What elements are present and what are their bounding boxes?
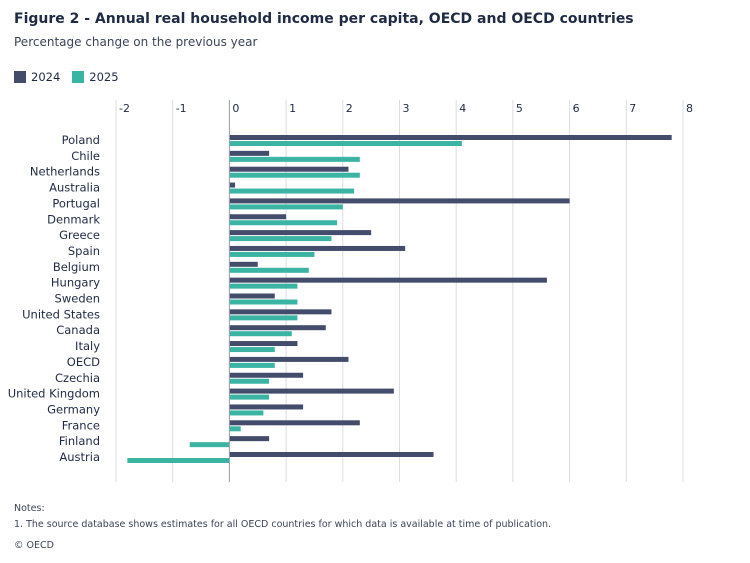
category-label: Canada xyxy=(56,323,100,337)
bar-2024 xyxy=(229,182,236,188)
category-label: Spain xyxy=(68,244,100,258)
bar-2025 xyxy=(229,347,275,353)
bar-2024 xyxy=(229,420,360,426)
bar-2024 xyxy=(229,404,304,410)
x-tick-label: 7 xyxy=(629,102,636,115)
category-label: Greece xyxy=(59,228,100,242)
bar-2024 xyxy=(229,230,372,236)
x-tick-label: 5 xyxy=(516,102,523,115)
bar-2025 xyxy=(229,236,332,242)
chart-title: Figure 2 - Annual real household income … xyxy=(14,11,634,27)
bar-2024 xyxy=(229,325,326,331)
bar-2024 xyxy=(229,372,304,378)
category-label: Australia xyxy=(49,181,100,195)
x-tick-label: 1 xyxy=(289,102,296,115)
legend-label-2025: 2025 xyxy=(89,70,119,84)
category-label: Hungary xyxy=(51,276,100,290)
legend-swatch-2024 xyxy=(14,71,26,83)
bar-2024 xyxy=(229,341,298,347)
category-label: Poland xyxy=(62,133,100,147)
bar-2024 xyxy=(229,356,349,362)
category-label: Czechia xyxy=(55,371,100,385)
bar-2024 xyxy=(229,261,258,267)
bar-2025 xyxy=(229,394,270,400)
copyright: © OECD xyxy=(14,540,54,551)
legend-item-2025[interactable]: 2025 xyxy=(72,70,119,84)
bar-2025 xyxy=(229,426,241,432)
bar-2025 xyxy=(229,251,315,257)
category-label: Italy xyxy=(75,339,100,353)
x-tick-label: 0 xyxy=(232,102,239,115)
category-label: France xyxy=(62,418,100,432)
bar-2025 xyxy=(127,458,230,463)
x-tick-label: 8 xyxy=(686,102,693,115)
bar-2024 xyxy=(229,245,406,251)
bar-2025 xyxy=(229,267,309,273)
legend-swatch-2025 xyxy=(72,71,85,83)
bar-2025 xyxy=(229,156,360,162)
legend-label-2024: 2024 xyxy=(31,70,61,84)
category-label: Portugal xyxy=(52,196,100,210)
category-label: Austria xyxy=(59,450,100,464)
bar-2024 xyxy=(229,198,570,204)
category-label: Finland xyxy=(59,434,100,448)
bar-2025 xyxy=(229,299,298,305)
category-label: Sweden xyxy=(55,292,100,306)
bar-2025 xyxy=(229,331,292,337)
bar-2025 xyxy=(229,188,355,194)
bar-2024 xyxy=(229,135,672,140)
category-label: Belgium xyxy=(53,260,100,274)
bar-2024 xyxy=(229,150,270,156)
legend: 2024 2025 xyxy=(14,70,131,84)
bar-2025 xyxy=(229,283,298,289)
bar-chart: -2 -1 0 1 2 3 4 5 6 7 8 Poland Chile Netherlands Austr… xyxy=(8,100,693,482)
bar-2025 xyxy=(229,315,298,321)
bar-2025 xyxy=(229,172,360,178)
bar-2024 xyxy=(229,436,270,442)
category-label: Denmark xyxy=(47,212,100,226)
bar-2025 xyxy=(229,362,275,368)
x-tick-label: 3 xyxy=(403,102,410,115)
x-tick-label: -2 xyxy=(119,102,130,115)
category-label: Germany xyxy=(47,402,100,416)
notes-heading: Notes: xyxy=(14,503,45,514)
notes-line-1: 1. The source database shows estimates f… xyxy=(14,519,552,530)
x-tick-label: 6 xyxy=(573,102,580,115)
category-label: OECD xyxy=(67,355,100,369)
bar-2025 xyxy=(229,141,462,146)
x-tick-label: -1 xyxy=(176,102,187,115)
x-tick-label: 4 xyxy=(459,102,466,115)
x-tick-label: 2 xyxy=(346,102,353,115)
bar-2025 xyxy=(189,442,230,448)
chart-subtitle: Percentage change on the previous year xyxy=(14,35,258,49)
bar-2025 xyxy=(229,410,264,416)
bar-2025 xyxy=(229,220,338,226)
category-label: Netherlands xyxy=(30,165,100,179)
legend-item-2024[interactable]: 2024 xyxy=(14,70,60,84)
bar-2025 xyxy=(229,204,343,210)
bar-2024 xyxy=(229,388,394,394)
bar-2024 xyxy=(229,166,349,172)
bar-2024 xyxy=(229,277,547,283)
bar-2024 xyxy=(229,293,275,299)
category-label: Chile xyxy=(71,149,100,163)
bar-2024 xyxy=(229,309,332,315)
category-label: United Kingdom xyxy=(8,387,100,401)
bar-2024 xyxy=(229,452,434,457)
bar-2024 xyxy=(229,214,287,220)
notes: Notes: 1. The source database shows esti… xyxy=(14,501,551,533)
bar-2025 xyxy=(229,378,270,384)
category-label: United States xyxy=(22,307,100,321)
